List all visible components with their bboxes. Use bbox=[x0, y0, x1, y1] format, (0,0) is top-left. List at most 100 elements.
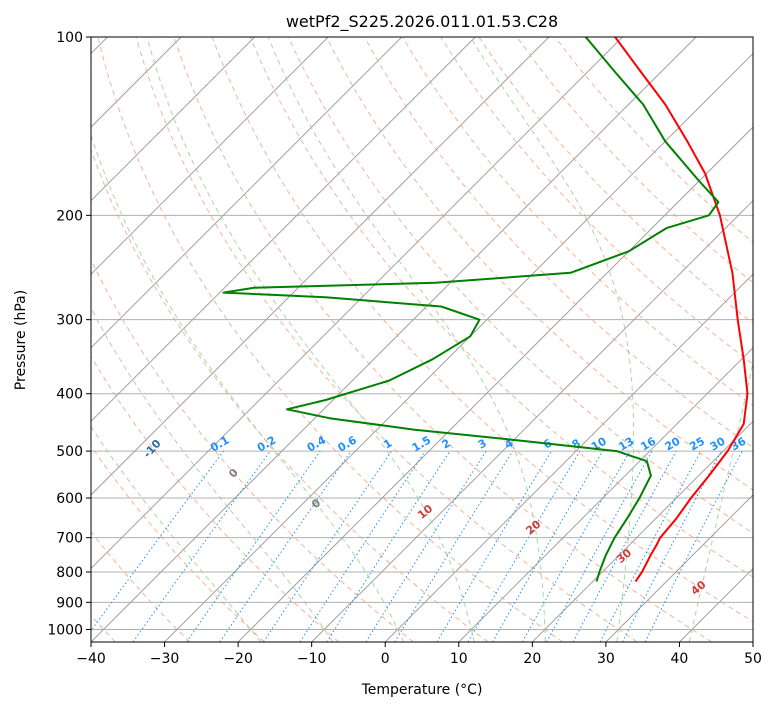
dry-adiabat-line bbox=[440, 37, 753, 365]
x-axis-label: Temperature (°C) bbox=[361, 682, 483, 698]
mixing-ratio-line bbox=[599, 450, 702, 642]
dewpoint-profile-line bbox=[222, 37, 720, 582]
contour-labels: -100-90-80-70-60-50-40-30-20-10001020304… bbox=[0, 379, 749, 597]
sounding-series bbox=[222, 37, 749, 583]
isotherm-line bbox=[91, 37, 329, 275]
moist-adiabat-line bbox=[146, 37, 475, 642]
x-tick-label: 0 bbox=[381, 651, 390, 667]
mixing-ratio-line bbox=[186, 450, 321, 642]
x-tick-label: 20 bbox=[523, 651, 541, 667]
dry-adiabats bbox=[91, 37, 753, 642]
y-tick-label: 400 bbox=[56, 387, 83, 403]
isobar-grid bbox=[91, 37, 753, 630]
isotherm-line bbox=[91, 37, 623, 570]
mixing-ratio-line bbox=[644, 450, 743, 642]
dry-adiabat-line bbox=[364, 37, 753, 449]
x-tick-label: −40 bbox=[76, 651, 106, 667]
x-tick-label: 10 bbox=[450, 651, 468, 667]
dry-adiabat-label: -10 bbox=[141, 437, 164, 461]
mixing-ratio-line bbox=[365, 450, 487, 642]
isotherm-line bbox=[531, 420, 753, 642]
mixing-ratio-line bbox=[326, 450, 451, 642]
mixing-ratio-label: 8 bbox=[570, 437, 583, 452]
moist-adiabat-label: 20 bbox=[523, 517, 543, 537]
dry-adiabat-line bbox=[91, 148, 489, 642]
dry-adiabat-line bbox=[91, 445, 265, 642]
dry-adiabat-line bbox=[249, 37, 753, 578]
moist-adiabat-line bbox=[91, 307, 334, 642]
isotherm-line bbox=[458, 347, 753, 642]
dry-adiabat-line bbox=[211, 37, 753, 623]
y-tick-label: 100 bbox=[56, 30, 83, 46]
y-tick-label: 700 bbox=[56, 531, 83, 547]
moist-adiabat-line bbox=[469, 37, 635, 642]
moist-adiabat-line bbox=[267, 37, 546, 642]
plot-area: -100-90-80-70-60-50-40-30-20-10001020304… bbox=[0, 37, 753, 642]
mixing-ratio-line bbox=[394, 450, 514, 642]
dry-adiabat-line bbox=[554, 37, 753, 244]
x-tick-label: −30 bbox=[150, 651, 180, 667]
dry-adiabat-label: -20 bbox=[62, 410, 85, 434]
y-tick-label: 900 bbox=[56, 595, 83, 611]
moist-adiabat-line bbox=[91, 425, 262, 642]
mixing-ratio-line bbox=[522, 450, 631, 642]
moist-adiabat-line bbox=[91, 133, 405, 642]
dry-adiabat-line bbox=[478, 37, 753, 324]
moist-adiabat-label: 30 bbox=[614, 546, 634, 566]
chart-title: wetPf2_S225.2026.011.01.53.C28 bbox=[286, 12, 558, 32]
mixing-ratio-line bbox=[263, 450, 392, 642]
dry-adiabat-line bbox=[287, 37, 753, 534]
y-tick-label: 300 bbox=[56, 313, 83, 329]
y-tick-label: 600 bbox=[56, 491, 83, 507]
y-axis: 1000 900 800 700 600 500 400 300 200 100 bbox=[47, 30, 91, 638]
isotherm-line bbox=[91, 37, 403, 349]
dry-adiabat-line bbox=[91, 355, 340, 642]
x-tick-label: −20 bbox=[223, 651, 253, 667]
isotherm-line bbox=[91, 37, 476, 423]
isotherm-line bbox=[237, 126, 753, 642]
temperature-profile-line bbox=[614, 37, 749, 583]
dry-adiabat-line bbox=[91, 258, 414, 642]
mixing-ratio-line bbox=[132, 450, 271, 642]
dry-adiabat-line bbox=[326, 37, 753, 491]
x-tick-label: 40 bbox=[671, 651, 689, 667]
isotherm-line bbox=[91, 37, 256, 202]
isotherm-line bbox=[311, 199, 753, 642]
x-tick-label: 50 bbox=[744, 651, 762, 667]
dry-adiabat-line bbox=[135, 37, 638, 642]
y-tick-label: 800 bbox=[56, 565, 83, 581]
mixing-ratio-line bbox=[436, 450, 552, 642]
x-axis: −40 −30 −20 −10 0 10 20 30 40 50 bbox=[76, 642, 762, 667]
isotherm-line bbox=[752, 641, 753, 642]
dry-adiabat-line bbox=[97, 37, 563, 642]
mixing-ratio-line bbox=[91, 450, 224, 632]
dry-adiabat-label: 0 bbox=[226, 466, 241, 481]
y-axis-label: Pressure (hPa) bbox=[13, 290, 29, 390]
mixing-ratio-line bbox=[219, 450, 352, 642]
dry-adiabat-line bbox=[516, 37, 753, 284]
mixing-ratio-label: 2 bbox=[440, 437, 453, 452]
moist-adiabats bbox=[91, 37, 753, 642]
isotherm-line bbox=[91, 37, 697, 642]
isotherm-line bbox=[679, 567, 753, 642]
dry-adiabat-label: -30 bbox=[0, 379, 10, 403]
moist-adiabat-label: 10 bbox=[415, 502, 435, 522]
dry-adiabat-line bbox=[91, 530, 191, 642]
y-tick-label: 200 bbox=[56, 208, 83, 224]
mixing-ratio-label: 3 bbox=[476, 437, 489, 452]
y-tick-label: 500 bbox=[56, 444, 83, 460]
mixing-ratio-line bbox=[572, 450, 677, 642]
x-tick-label: 30 bbox=[597, 651, 615, 667]
isotherm-line bbox=[605, 494, 753, 642]
mixing-ratio-label: 1 bbox=[381, 437, 394, 452]
isotherm-grid bbox=[91, 37, 753, 642]
y-tick-label: 1000 bbox=[47, 622, 83, 638]
plot-frame bbox=[90, 36, 754, 643]
isotherm-line bbox=[91, 37, 550, 496]
mixing-ratio-lines bbox=[91, 450, 743, 642]
moist-adiabat-line bbox=[688, 360, 753, 642]
isotherm-line bbox=[384, 273, 753, 642]
mixing-ratio-line bbox=[546, 450, 653, 642]
x-tick-label: −10 bbox=[297, 651, 327, 667]
